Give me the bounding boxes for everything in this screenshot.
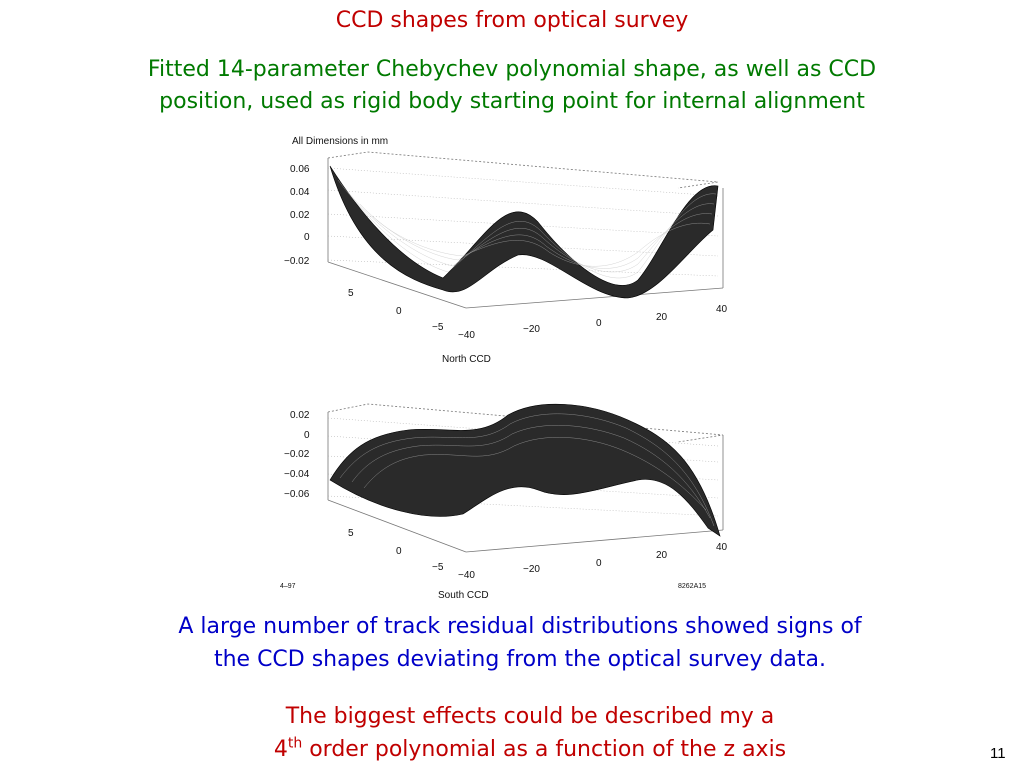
north-z-tick: 0.04 xyxy=(290,187,310,198)
north-x-tick: −40 xyxy=(458,330,475,341)
north-ccd-caption: North CCD xyxy=(442,354,491,365)
south-x-tick: −40 xyxy=(458,570,475,581)
figure-footer-code: 8262A15 xyxy=(678,583,706,590)
south-x-tick: 0 xyxy=(596,558,602,569)
north-x-tick: 0 xyxy=(596,318,602,329)
south-z-tick: 0 xyxy=(304,430,310,441)
south-z-tick: 0.02 xyxy=(290,410,310,421)
north-y-tick: −5 xyxy=(432,322,444,333)
north-x-tick: 20 xyxy=(656,312,668,323)
paragraph1-line-1: A large number of track residual distrib… xyxy=(178,614,862,639)
north-z-tick: 0.06 xyxy=(290,164,310,175)
south-y-tick: 5 xyxy=(348,528,354,539)
ccd-surface-figure: All Dimensions in mm xyxy=(268,130,748,602)
south-z-tick: −0.02 xyxy=(284,449,310,460)
north-z-tick: 0 xyxy=(304,232,310,243)
north-x-tick: −20 xyxy=(523,324,540,335)
slide-title: CCD shapes from optical survey xyxy=(335,8,689,33)
south-ccd-plot: 0.02 0 −0.02 −0.04 −0.06 5 0 −5 −40 −20 … xyxy=(280,403,728,601)
order-number: 4 xyxy=(273,737,288,762)
north-x-tick: 40 xyxy=(716,304,728,315)
paragraph2-line-1: The biggest effects could be described m… xyxy=(285,704,775,729)
slide-subtitle: Fitted 14-parameter Chebychev polynomial… xyxy=(60,54,964,118)
south-ccd-caption: South CCD xyxy=(438,590,489,601)
south-z-tick: −0.04 xyxy=(284,469,310,480)
north-ccd-plot: 0.06 0.04 0.02 0 −0.02 5 0 −5 −40 −20 0 … xyxy=(284,151,728,365)
subtitle-line-1: Fitted 14-parameter Chebychev polynomial… xyxy=(147,57,877,82)
south-y-tick: −5 xyxy=(432,562,444,573)
paragraph-polynomial: The biggest effects could be described m… xyxy=(160,700,900,766)
south-z-tick: −0.06 xyxy=(284,489,310,500)
paragraph-track-residuals: A large number of track residual distrib… xyxy=(90,610,950,676)
north-z-tick: −0.02 xyxy=(284,256,310,267)
figure-footer-date: 4–97 xyxy=(280,583,296,590)
figure-header: All Dimensions in mm xyxy=(292,136,388,147)
south-x-tick: 40 xyxy=(716,542,728,553)
south-ccd-surface xyxy=(329,403,721,537)
south-x-tick: −20 xyxy=(523,564,540,575)
subtitle-line-2: position, used as rigid body starting po… xyxy=(159,89,865,114)
south-y-tick: 0 xyxy=(396,546,402,557)
paragraph2-line-2-text: order polynomial as a function of the z … xyxy=(302,737,787,762)
north-ccd-surface xyxy=(329,165,719,299)
paragraph1-line-2: the CCD shapes deviating from the optica… xyxy=(213,647,827,672)
south-x-tick: 20 xyxy=(656,550,668,561)
north-y-tick: 5 xyxy=(348,288,354,299)
paragraph2-line-2: 4th order polynomial as a function of th… xyxy=(160,733,900,766)
north-z-tick: 0.02 xyxy=(290,210,310,221)
page-number: 11 xyxy=(990,745,1006,762)
order-suffix: th xyxy=(287,735,303,752)
ccd-surface-plots: All Dimensions in mm xyxy=(280,136,728,601)
north-y-tick: 0 xyxy=(396,306,402,317)
